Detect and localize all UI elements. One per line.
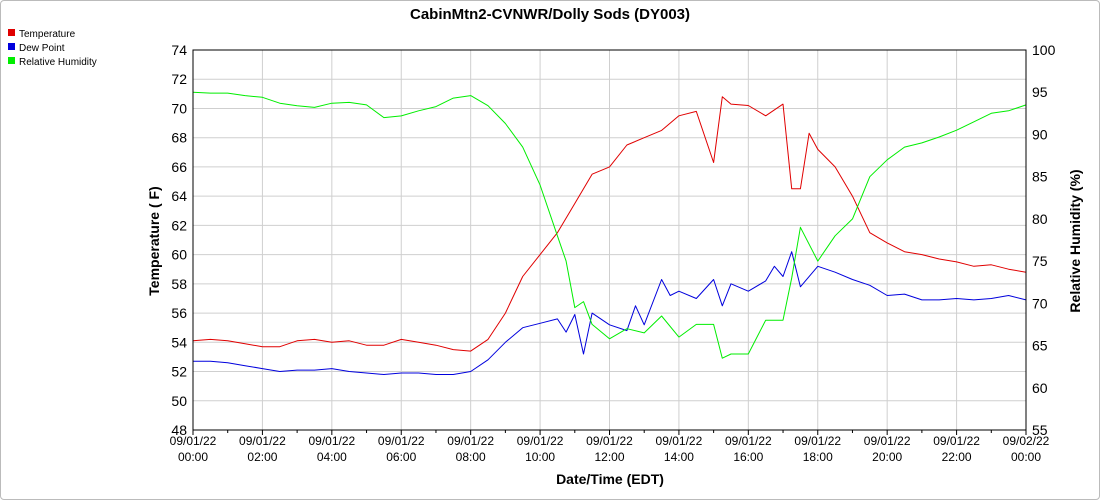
- y2-tick-label: 65: [1032, 338, 1048, 354]
- chart-title: CabinMtn2-CVNWR/Dolly Sods (DY003): [410, 6, 690, 23]
- x-tick-date: 09/01/22: [725, 434, 772, 448]
- y-tick-label: 74: [171, 42, 187, 58]
- x-tick-date: 09/01/22: [794, 434, 841, 448]
- x-tick-date: 09/01/22: [239, 434, 286, 448]
- legend-swatch-temperature: [8, 29, 15, 36]
- y2-tick-label: 70: [1032, 295, 1048, 311]
- y-tick-label: 58: [171, 276, 187, 292]
- x-tick-time: 14:00: [664, 450, 694, 464]
- legend-swatch-relative-humidity: [8, 57, 15, 64]
- axes: [192, 49, 1027, 435]
- x-tick-time: 22:00: [942, 450, 972, 464]
- x-tick-time: 20:00: [872, 450, 902, 464]
- x-tick-date: 09/01/22: [308, 434, 355, 448]
- y2-tick-label: 90: [1032, 126, 1048, 142]
- series-line-dew-point: [193, 251, 1027, 375]
- y2-tick-label: 85: [1032, 169, 1048, 185]
- x-tick-date: 09/01/22: [586, 434, 633, 448]
- y-tick-label: 68: [171, 130, 187, 146]
- y-tick-label: 72: [171, 71, 187, 87]
- y-tick-label: 66: [171, 159, 187, 175]
- y-tick-label: 60: [171, 247, 187, 263]
- y2-tick-label: 80: [1032, 211, 1048, 227]
- y-tick-label: 52: [171, 364, 187, 380]
- legend-label-relative-humidity: Relative Humidity: [19, 57, 97, 68]
- x-tick-time: 12:00: [594, 450, 624, 464]
- y-tick-label: 54: [171, 334, 187, 350]
- y2-tick-label: 100: [1032, 42, 1056, 58]
- legend-label-dew-point: Dew Point: [19, 43, 65, 54]
- x-tick-time: 16:00: [733, 450, 763, 464]
- y-axis-title: Temperature ( F): [146, 186, 162, 295]
- legend-label-temperature: Temperature: [19, 29, 76, 40]
- y2-tick-label: 55: [1032, 422, 1048, 438]
- x-tick-date: 09/01/22: [656, 434, 703, 448]
- series-line-temperature: [192, 96, 1027, 352]
- x-axis-title: Date/Time (EDT): [556, 471, 664, 487]
- x-tick-time: 00:00: [178, 450, 208, 464]
- x-tick-date: 09/01/22: [170, 434, 217, 448]
- plot-area-border: [192, 49, 1027, 431]
- y-tick-label: 48: [171, 422, 187, 438]
- x-tick-date: 09/01/22: [447, 434, 494, 448]
- y2-tick-label: 60: [1032, 380, 1048, 396]
- x-tick-date: 09/01/22: [933, 434, 980, 448]
- x-tick-date: 09/01/22: [378, 434, 425, 448]
- series-layer: [192, 91, 1027, 375]
- x-tick-time: 08:00: [456, 450, 486, 464]
- x-tick-date: 09/02/22: [1003, 434, 1050, 448]
- y-tick-label: 70: [171, 100, 187, 116]
- y2-tick-label: 95: [1032, 84, 1048, 100]
- tick-labels: 48 50 52 54 56 58 60 62 64 66 68 70 72 74 55 60 65 70 75 80…: [170, 42, 1056, 464]
- x-tick-time: 02:00: [247, 450, 277, 464]
- x-tick-time: 04:00: [317, 450, 347, 464]
- x-tick-date: 09/01/22: [864, 434, 911, 448]
- legend-swatch-dew-point: [8, 43, 15, 50]
- y2-axis-title: Relative Humidity (%): [1067, 169, 1083, 312]
- series-line-relative-humidity: [192, 91, 1027, 359]
- y-tick-label: 50: [171, 393, 187, 409]
- x-tick-time: 06:00: [386, 450, 416, 464]
- legend: Temperature Dew Point Relative Humidity: [8, 29, 97, 68]
- y-tick-label: 64: [171, 188, 187, 204]
- y-tick-label: 56: [171, 305, 187, 321]
- y-tick-label: 62: [171, 217, 187, 233]
- x-tick-time: 18:00: [803, 450, 833, 464]
- x-tick-time: 00:00: [1011, 450, 1041, 464]
- x-tick-date: 09/01/22: [517, 434, 564, 448]
- y2-tick-label: 75: [1032, 253, 1048, 269]
- x-tick-time: 10:00: [525, 450, 555, 464]
